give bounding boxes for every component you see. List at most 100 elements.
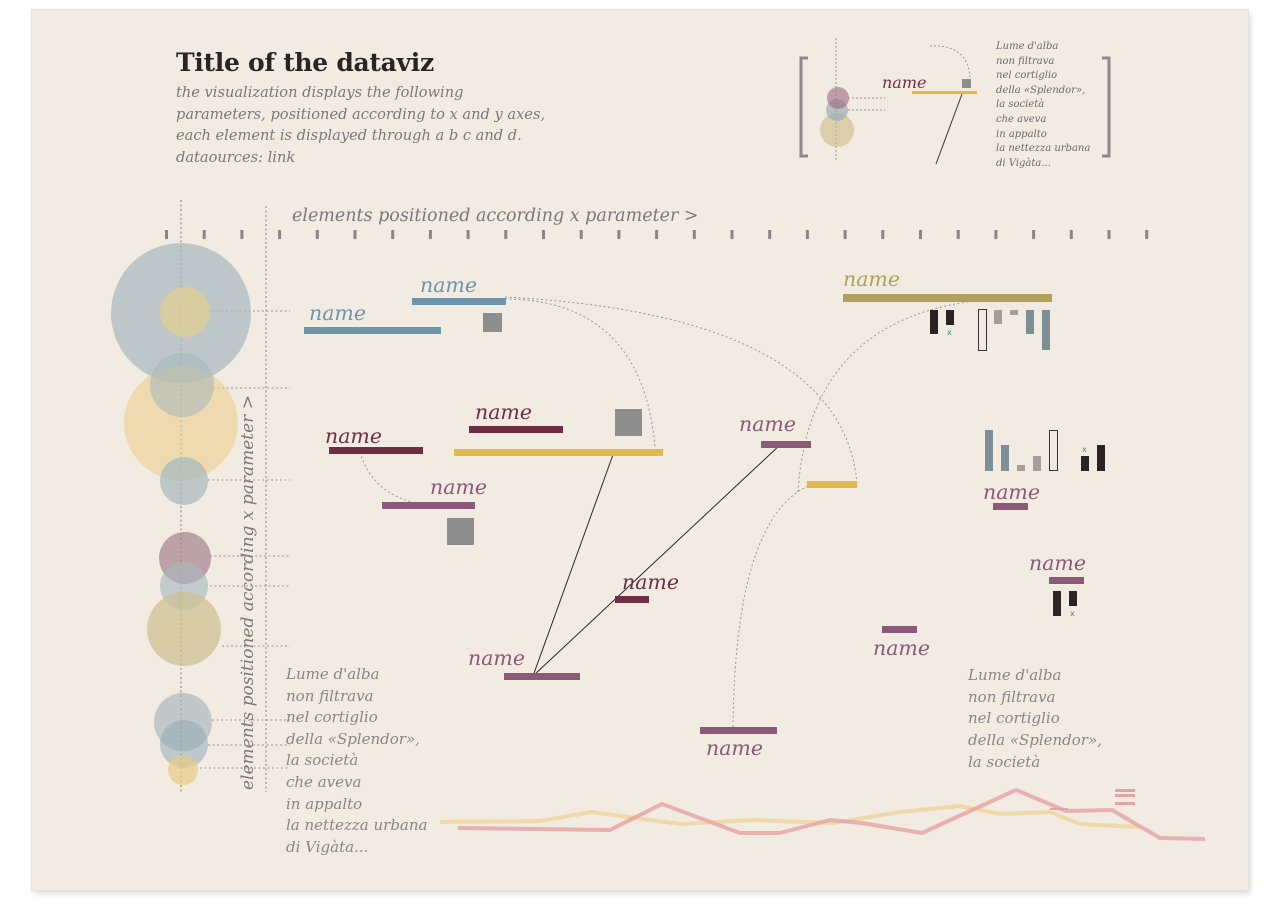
mini-bar bbox=[1069, 591, 1077, 606]
mini-bar bbox=[978, 309, 987, 351]
x-axis-tick bbox=[919, 230, 922, 239]
gray-block bbox=[615, 409, 642, 436]
subtitle-line: each element is displayed through a b c … bbox=[176, 127, 522, 144]
x-axis-tick bbox=[579, 230, 583, 239]
poem-line: di Vigàta... bbox=[996, 157, 1051, 169]
dotted-connectors bbox=[359, 296, 1021, 729]
x-axis-tick bbox=[1069, 230, 1073, 239]
poem-line: Lume d'alba bbox=[286, 665, 380, 683]
mini-bar bbox=[1053, 591, 1061, 616]
mini-cross-icon: x bbox=[1082, 445, 1087, 454]
mini-cross-icon: x bbox=[947, 328, 952, 337]
legend-bar bbox=[912, 91, 977, 94]
solid-connectors bbox=[532, 443, 782, 677]
x-axis-tick bbox=[805, 230, 809, 239]
connector-arc bbox=[797, 297, 1021, 493]
mini-bars-top: x bbox=[930, 309, 1050, 351]
small-marker bbox=[1115, 794, 1135, 797]
mini-bar bbox=[1033, 456, 1041, 471]
circle-yellow-tiny bbox=[168, 755, 198, 785]
bar-mauve bbox=[382, 502, 475, 509]
poem-line: che aveva bbox=[996, 113, 1047, 125]
bar-mauve bbox=[761, 441, 811, 448]
gray-block bbox=[447, 518, 474, 545]
element-label: name bbox=[475, 400, 532, 424]
poem-line: nel cortiglio bbox=[968, 709, 1060, 728]
x-axis-ticks bbox=[165, 230, 1149, 239]
element-label: name bbox=[468, 646, 525, 670]
connector-arc bbox=[359, 451, 448, 508]
x-axis-tick bbox=[655, 230, 659, 239]
mini-bar bbox=[1097, 445, 1105, 471]
poem-line: nel cortiglio bbox=[996, 70, 1058, 82]
legend-name-label: name bbox=[882, 73, 926, 92]
mini-bar bbox=[1081, 456, 1089, 471]
poem-line: in appalto bbox=[996, 128, 1047, 140]
circle-blue-medium bbox=[150, 353, 214, 417]
poem-line: la nettezza urbana bbox=[286, 816, 428, 835]
x-axis-tick bbox=[315, 230, 319, 239]
element-label: name bbox=[420, 273, 477, 297]
element-label: name bbox=[309, 301, 366, 325]
element-label: name bbox=[983, 480, 1040, 504]
x-axis-tick bbox=[240, 230, 244, 239]
x-axis-tick bbox=[1107, 230, 1111, 239]
circle-yellow-small bbox=[160, 287, 210, 337]
poem-line: della «Splendor», bbox=[996, 84, 1086, 96]
poem-line: in appalto bbox=[286, 794, 363, 813]
element-label: name bbox=[1029, 551, 1086, 575]
small-marker bbox=[1050, 808, 1068, 810]
element-label: name bbox=[873, 636, 930, 660]
element-label: name bbox=[843, 267, 900, 291]
poem-line: Lume d'alba bbox=[968, 666, 1062, 684]
mini-bar bbox=[946, 310, 954, 325]
connector-line bbox=[532, 451, 615, 677]
x-axis-tick bbox=[542, 230, 545, 239]
legend-dotted-arc bbox=[929, 45, 971, 79]
bar-mustard bbox=[807, 481, 857, 488]
mini-cross-icon: x bbox=[1070, 609, 1075, 618]
x-axis-tick bbox=[165, 230, 168, 239]
x-axis-tick bbox=[994, 230, 998, 239]
x-axis-label: elements positioned according x paramete… bbox=[292, 206, 699, 226]
element-labels: name name name name name name name name … bbox=[309, 267, 1086, 760]
bottom-lines bbox=[439, 788, 1206, 841]
element-bars bbox=[304, 294, 1084, 734]
mini-bar bbox=[1042, 310, 1050, 350]
mini-bar bbox=[994, 310, 1002, 324]
legend-bracket-left bbox=[799, 56, 808, 158]
mini-bars-middle: x bbox=[985, 430, 1105, 471]
x-axis-tick bbox=[692, 230, 696, 239]
connector-line bbox=[532, 443, 782, 677]
mini-bars-bottom: x bbox=[1053, 591, 1077, 618]
x-axis-tick bbox=[956, 230, 960, 239]
poem-line: la nettezza urbana bbox=[996, 143, 1091, 155]
connector-arc bbox=[504, 296, 858, 483]
x-axis-tick bbox=[391, 230, 395, 239]
legend-gray-square bbox=[962, 79, 971, 88]
legend-circle-yellow bbox=[820, 113, 854, 147]
x-axis-tick bbox=[278, 230, 282, 239]
bar-wine bbox=[329, 447, 423, 454]
mini-bar bbox=[930, 310, 938, 334]
bar-blue bbox=[412, 298, 506, 305]
bar-mauve bbox=[993, 503, 1028, 510]
line-yellow bbox=[439, 804, 1141, 829]
element-label: name bbox=[325, 424, 382, 448]
connector-arc bbox=[732, 485, 809, 729]
x-axis-tick bbox=[428, 230, 432, 239]
bar-wine bbox=[469, 426, 563, 433]
page-subtitle: the visualization displays the following… bbox=[176, 82, 596, 168]
circle-blue-small bbox=[160, 720, 208, 768]
poem-line: non filtrava bbox=[286, 686, 374, 705]
x-axis-tick bbox=[466, 230, 470, 239]
x-axis-tick bbox=[1032, 230, 1036, 239]
small-marker bbox=[1115, 802, 1135, 805]
y-circles bbox=[111, 243, 251, 785]
bar-mauve bbox=[882, 626, 917, 633]
legend-bracket-right bbox=[1102, 56, 1111, 158]
poem-line: della «Splendor», bbox=[968, 731, 1102, 750]
bar-mauve bbox=[1049, 577, 1084, 584]
connector-arc bbox=[504, 298, 656, 448]
gray-block bbox=[483, 313, 502, 332]
